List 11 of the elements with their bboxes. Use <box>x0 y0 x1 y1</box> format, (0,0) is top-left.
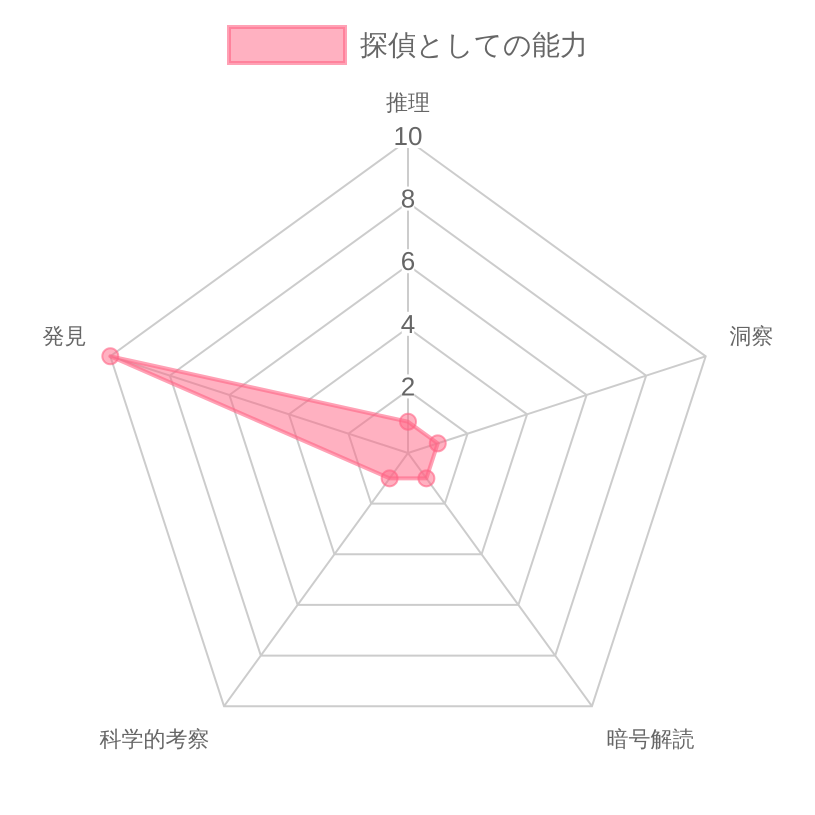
category-label: 推理 <box>386 90 430 115</box>
category-label: 洞察 <box>729 324 774 349</box>
category-label: 暗号解読 <box>606 726 695 752</box>
tick-label: 8 <box>400 184 416 214</box>
category-label: 発見 <box>42 324 87 349</box>
legend-label: 探偵としての能力 <box>360 30 588 60</box>
tick-label: 4 <box>400 308 416 339</box>
tick-label: 10 <box>394 121 422 151</box>
tick-label: 6 <box>400 246 416 276</box>
category-label: 科学的考察 <box>99 726 210 752</box>
tick-label: 2 <box>400 371 416 402</box>
